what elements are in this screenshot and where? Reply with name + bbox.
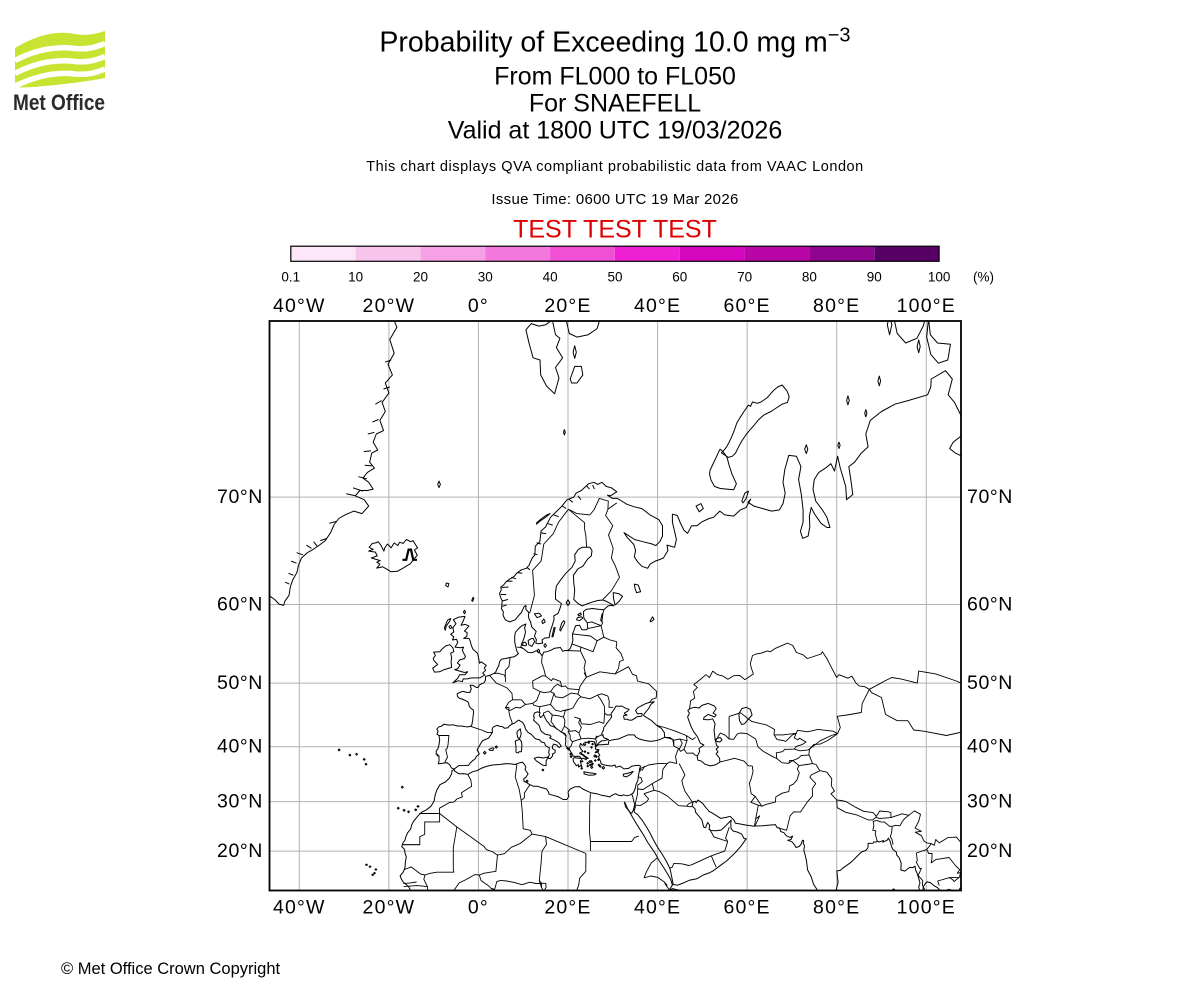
svg-text:50°N: 50°N [967, 672, 1013, 694]
svg-text:70°N: 70°N [217, 486, 263, 508]
svg-text:30°N: 30°N [967, 791, 1013, 813]
svg-text:60: 60 [672, 270, 687, 285]
svg-text:Issue Time: 0600 UTC 19 Mar 20: Issue Time: 0600 UTC 19 Mar 2026 [491, 191, 738, 208]
svg-text:50: 50 [607, 270, 622, 285]
svg-text:80°E: 80°E [813, 897, 860, 919]
svg-text:20°E: 20°E [544, 295, 591, 317]
svg-text:TEST TEST TEST: TEST TEST TEST [513, 216, 717, 244]
svg-text:From FL000 to FL050: From FL000 to FL050 [494, 63, 736, 91]
svg-text:Valid at 1800 UTC 19/03/2026: Valid at 1800 UTC 19/03/2026 [448, 117, 783, 145]
svg-text:50°N: 50°N [217, 672, 263, 694]
svg-text:For SNAEFELL: For SNAEFELL [529, 90, 701, 118]
svg-text:40°E: 40°E [634, 897, 681, 919]
svg-text:40°N: 40°N [967, 736, 1013, 758]
svg-text:40°E: 40°E [634, 295, 681, 317]
svg-text:30°N: 30°N [217, 791, 263, 813]
svg-text:60°N: 60°N [967, 594, 1013, 616]
svg-text:This chart displays QVA compli: This chart displays QVA compliant probab… [366, 159, 864, 175]
svg-text:(%): (%) [973, 270, 994, 285]
svg-text:© Met Office Crown Copyright: © Met Office Crown Copyright [61, 960, 281, 978]
svg-text:60°E: 60°E [723, 295, 770, 317]
svg-text:90: 90 [867, 270, 882, 285]
svg-text:40: 40 [543, 270, 558, 285]
svg-text:0.1: 0.1 [281, 270, 300, 285]
svg-text:70: 70 [737, 270, 752, 285]
svg-text:20°N: 20°N [217, 840, 263, 862]
svg-text:20°N: 20°N [967, 840, 1013, 862]
svg-text:30: 30 [478, 270, 493, 285]
svg-text:20°W: 20°W [363, 295, 416, 317]
svg-text:100: 100 [928, 270, 951, 285]
svg-text:0°: 0° [468, 295, 489, 317]
svg-text:20°W: 20°W [363, 897, 416, 919]
svg-text:80°E: 80°E [813, 295, 860, 317]
svg-text:100°E: 100°E [897, 897, 956, 919]
svg-text:40°W: 40°W [273, 295, 326, 317]
svg-text:40°N: 40°N [217, 736, 263, 758]
svg-text:Probability of Exceeding 10.0: Probability of Exceeding 10.0 mg m−3 [379, 25, 850, 59]
svg-text:70°N: 70°N [967, 486, 1013, 508]
svg-text:10: 10 [348, 270, 363, 285]
svg-text:100°E: 100°E [897, 295, 956, 317]
svg-text:Met Office: Met Office [13, 90, 105, 115]
svg-text:80: 80 [802, 270, 817, 285]
svg-text:60°E: 60°E [723, 897, 770, 919]
svg-text:0°: 0° [468, 897, 489, 919]
svg-text:60°N: 60°N [217, 594, 263, 616]
svg-text:20°E: 20°E [544, 897, 591, 919]
svg-text:40°W: 40°W [273, 897, 326, 919]
svg-text:20: 20 [413, 270, 428, 285]
